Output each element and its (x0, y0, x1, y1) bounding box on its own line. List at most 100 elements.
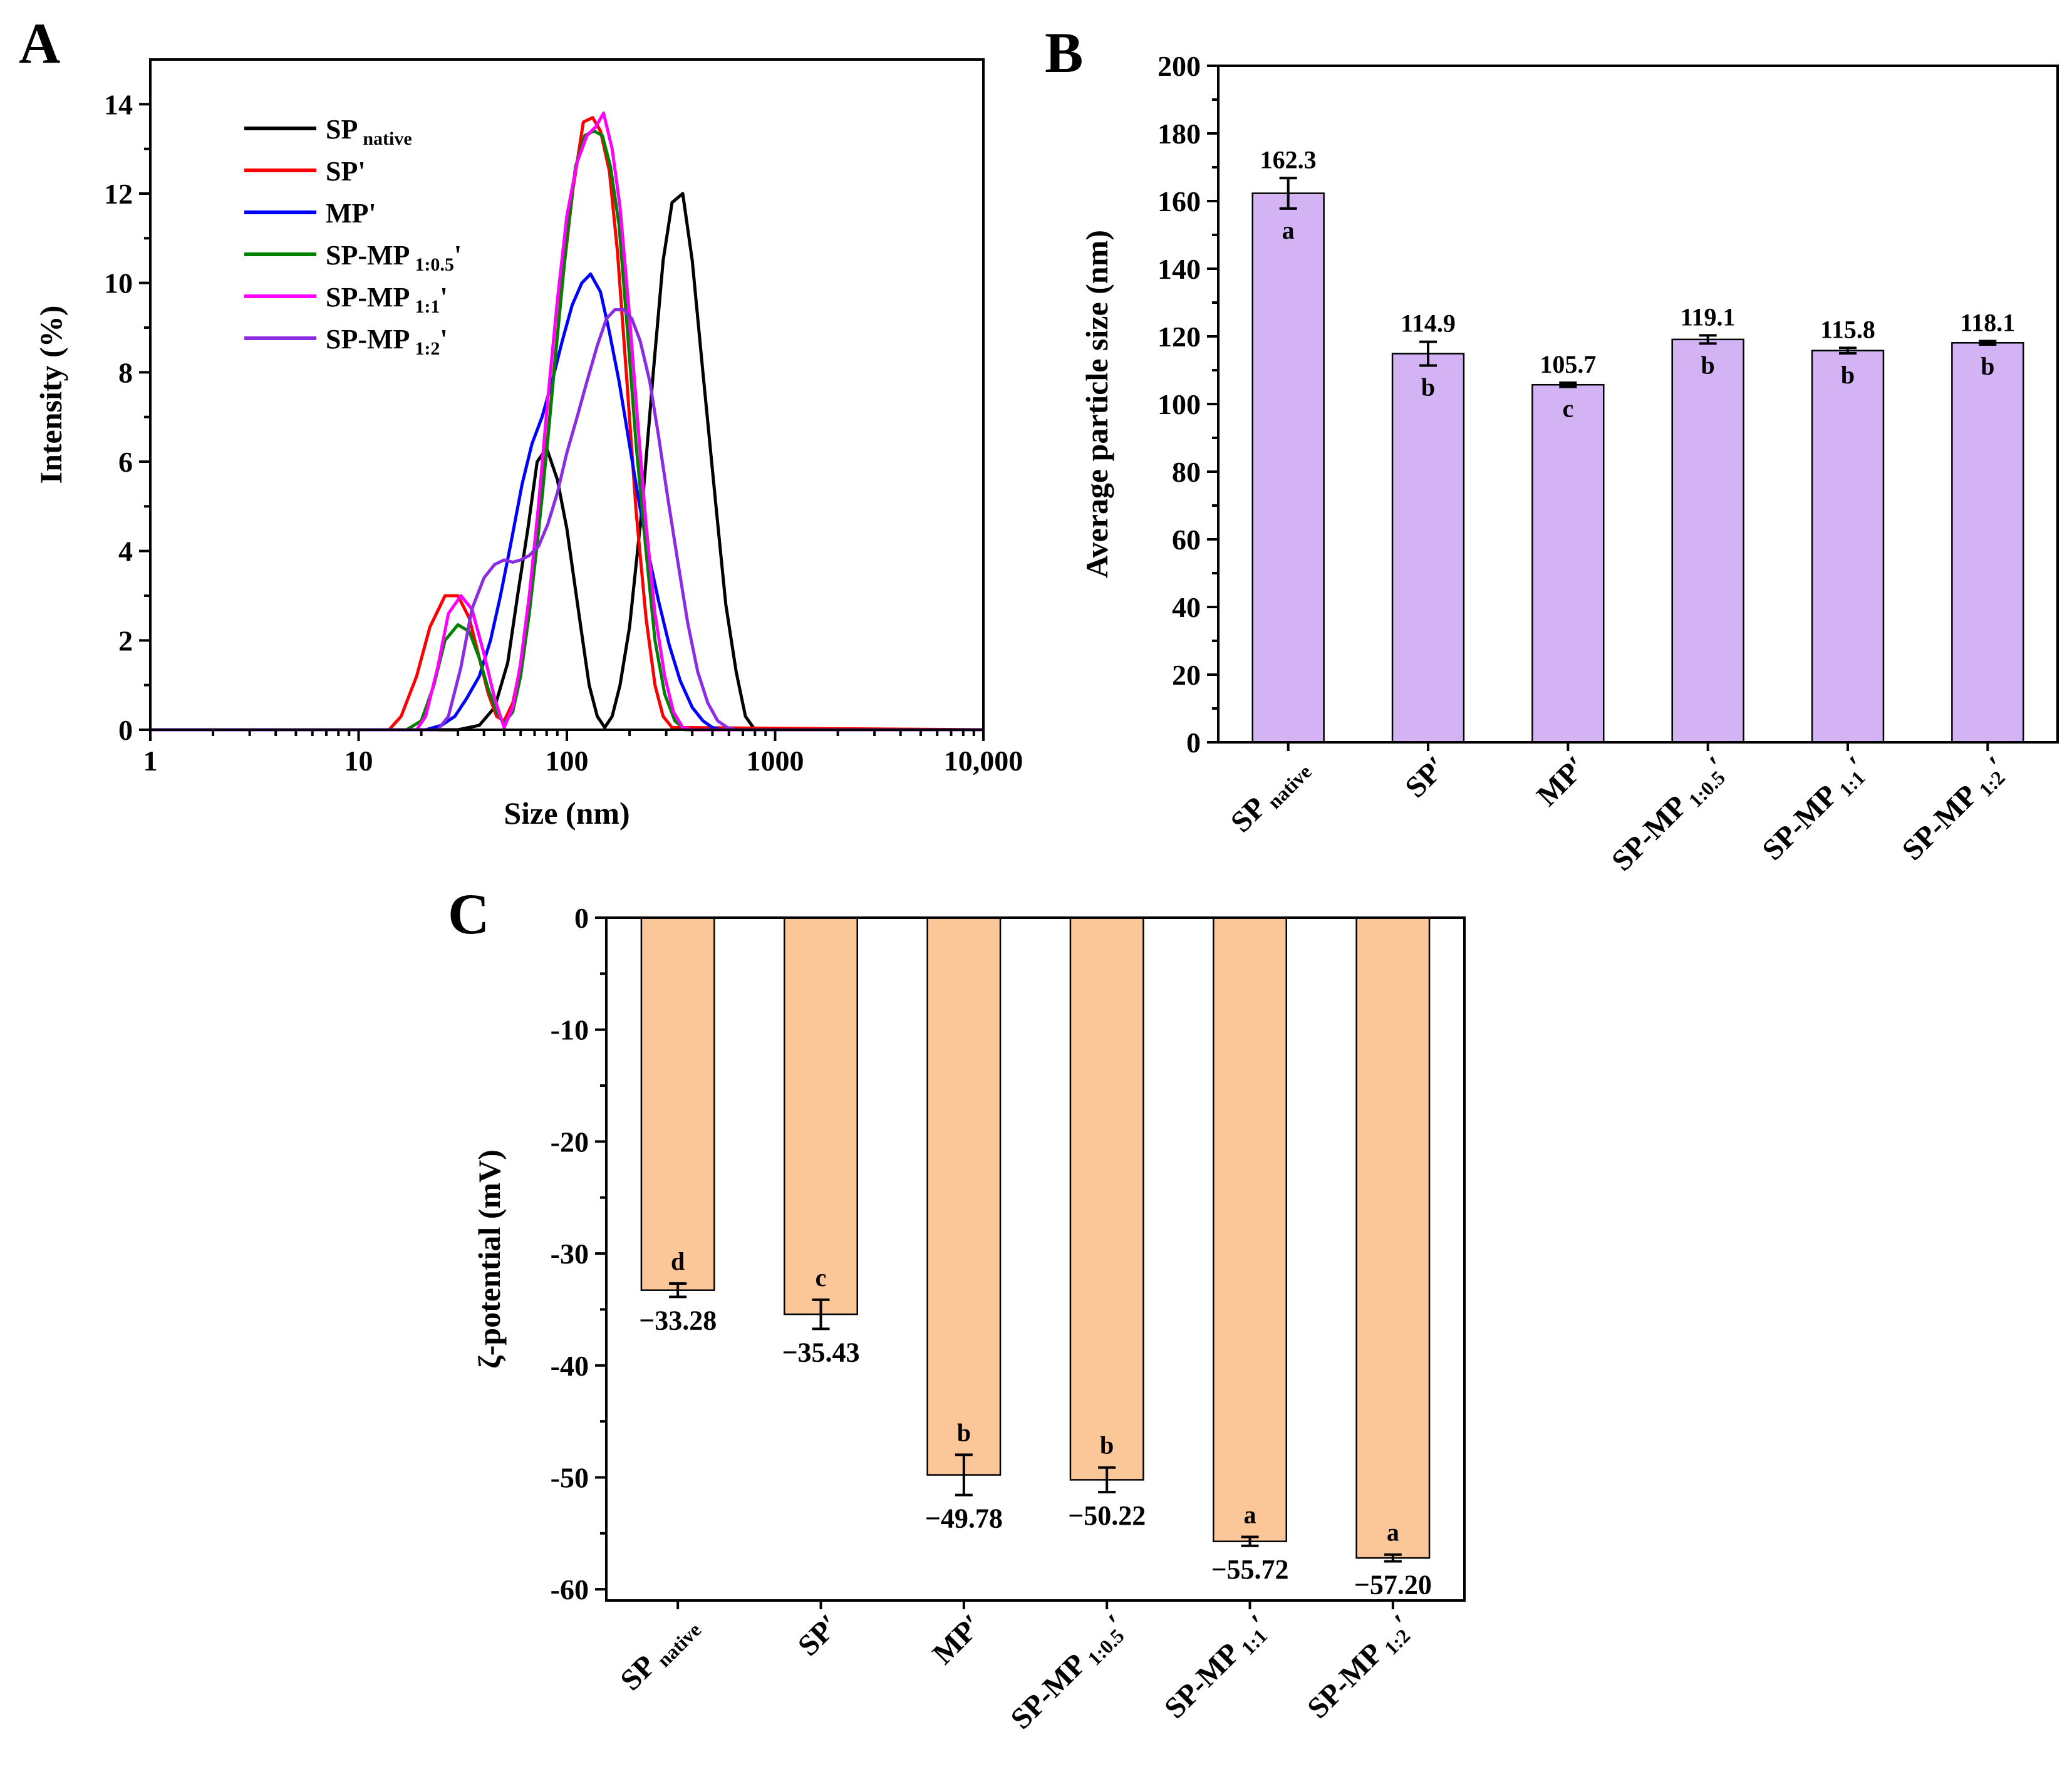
ytick-label: 60 (1172, 524, 1201, 556)
bar-5 (1213, 916, 1287, 1542)
panel-label-b: B (1045, 21, 1083, 85)
value-label-4: −50.22 (1068, 1500, 1146, 1531)
a-xtick-label: 1000 (747, 745, 804, 777)
a-ytick-label: 10 (104, 267, 133, 299)
value-label-5: −55.72 (1211, 1554, 1288, 1585)
value-label-4: 119.1 (1681, 303, 1736, 331)
ytick-label: 40 (1172, 591, 1201, 623)
bar-5 (1811, 350, 1885, 744)
ytick-label: 140 (1158, 253, 1201, 285)
legend-label-4: SP-MP 1:0.5' (326, 240, 462, 275)
ytick-label: 80 (1172, 456, 1201, 488)
legend-label-sub: 1:1 (415, 296, 440, 317)
series-line-1 (150, 192, 983, 732)
panel-a-xlabel: Size (nm) (504, 796, 629, 831)
bar-3 (1531, 383, 1605, 744)
value-label-2: 114.9 (1401, 309, 1456, 338)
significance-letter-6: b (1981, 352, 1994, 380)
significance-letter-3: c (1562, 394, 1573, 422)
panel-c-frame (605, 916, 1466, 1602)
ytick-label: 120 (1158, 321, 1201, 353)
ytick-label: 180 (1158, 118, 1201, 150)
significance-letter-2: c (816, 1263, 827, 1292)
bar-2 (1391, 353, 1465, 744)
legend-label-prime: ' (440, 282, 447, 313)
panel-b: B 162.3 a 114.9 b 105.7 c 119.1 b 115.8 b 118.1 b 0… (1045, 21, 2059, 878)
a-ytick-label: 4 (118, 536, 133, 568)
panel-b-frame (1217, 65, 2059, 744)
ytick-label: -30 (551, 1238, 589, 1270)
ytick-label: -10 (551, 1014, 589, 1046)
bar-4 (1671, 338, 1744, 744)
a-ytick-label: 0 (118, 714, 133, 746)
significance-letter-1: d (671, 1247, 685, 1275)
series-line-5 (150, 112, 983, 732)
a-ytick-label: 8 (118, 356, 133, 388)
value-label-5: 115.8 (1820, 315, 1875, 343)
legend-label-base: SP-MP (326, 240, 410, 271)
panel-c-ylabel: ζ-potential (mV) (472, 1149, 507, 1369)
panel-c-bars: d −33.28 c −35.43 b −49.78 b −50.22 a −55.72 a −57.… (639, 916, 1432, 1600)
significance-letter-4: b (1701, 351, 1715, 379)
legend-label-base: SP' (326, 156, 366, 187)
bar-6 (1355, 916, 1431, 1559)
legend-label-sub: 1:2 (415, 338, 440, 359)
panel-a-frame (149, 58, 985, 731)
value-label-2: −35.43 (782, 1337, 859, 1367)
ytick-label: 0 (574, 902, 589, 934)
a-ytick-label: 12 (104, 178, 133, 210)
legend-label-1: SP native (326, 114, 412, 149)
ytick-label: -40 (551, 1350, 589, 1382)
a-xtick-label: 1 (143, 745, 158, 777)
panel-a-series (150, 112, 984, 732)
ytick-label: -50 (551, 1461, 589, 1493)
significance-letter-4: b (1100, 1431, 1114, 1460)
bar-3 (926, 916, 1002, 1476)
legend-label-prime: ' (440, 324, 447, 355)
ytick-label: -20 (551, 1126, 589, 1158)
ytick-label: 20 (1172, 659, 1201, 691)
legend-label-2: SP' (326, 156, 366, 187)
bar-6 (1951, 342, 2024, 744)
panel-c-ticks: 0 -10 -20 -30 -40 -50 -60 (551, 902, 1394, 1609)
ytick-label: 200 (1158, 50, 1201, 82)
ytick-label: 160 (1158, 185, 1201, 217)
significance-letter-1: a (1282, 216, 1295, 244)
legend-label-base: SP-MP (326, 282, 410, 313)
value-label-3: 105.7 (1540, 350, 1596, 378)
value-label-3: −49.78 (925, 1503, 1003, 1534)
value-label-6: 118.1 (1960, 309, 2015, 337)
bar-4 (1069, 916, 1144, 1481)
ytick-label: 100 (1158, 388, 1201, 420)
a-xtick-label: 10,000 (944, 745, 1023, 777)
significance-letter-5: b (1841, 361, 1855, 389)
legend-label-sub: native (363, 128, 412, 149)
significance-letter-6: a (1387, 1518, 1399, 1547)
value-label-1: −33.28 (639, 1305, 717, 1336)
panel-label-c: C (448, 882, 489, 946)
panel-b-bars: 162.3 a 114.9 b 105.7 c 119.1 b 115.8 b 118.1 b (1251, 145, 2024, 744)
legend-label-3: MP' (326, 198, 376, 229)
bar-1 (640, 916, 715, 1291)
bar-2 (784, 916, 858, 1315)
a-xtick-label: 100 (546, 745, 589, 777)
ytick-label: 0 (1186, 727, 1201, 759)
significance-letter-3: b (957, 1418, 971, 1446)
legend-label-prime: ' (454, 240, 462, 271)
significance-letter-5: a (1244, 1501, 1256, 1529)
legend-label-5: SP-MP 1:1' (326, 282, 448, 317)
series-line-4 (150, 129, 983, 732)
a-ytick-label: 2 (118, 625, 133, 656)
a-xtick-label: 10 (344, 745, 373, 777)
a-ytick-label: 14 (104, 88, 133, 120)
bar-1 (1251, 192, 1325, 744)
panel-a-ylabel: Intensity (%) (33, 306, 68, 484)
legend-label-base: SP-MP (326, 324, 410, 355)
ytick-label: -60 (551, 1574, 589, 1605)
series-line-6 (150, 308, 983, 732)
legend-label-base: SP (326, 114, 358, 145)
legend-label-base: MP' (326, 198, 376, 229)
